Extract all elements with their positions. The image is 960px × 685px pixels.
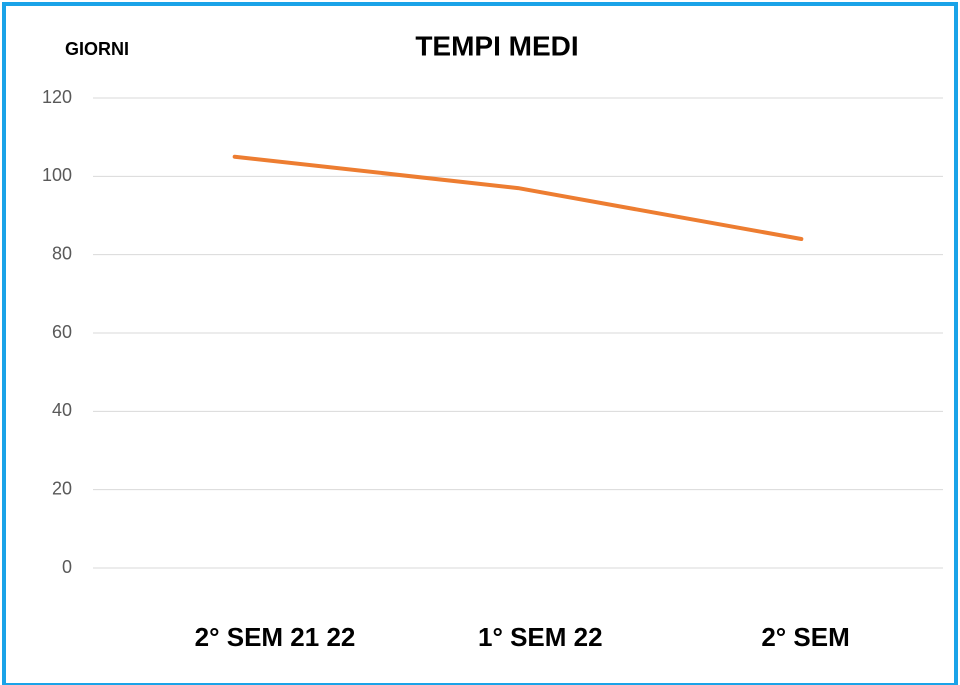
y-tick-label: 20 bbox=[52, 478, 72, 498]
y-tick-label: 0 bbox=[62, 557, 72, 577]
y-tick-label: 100 bbox=[42, 165, 72, 185]
y-tick-label: 80 bbox=[52, 243, 72, 263]
chart-title: TEMPI MEDI bbox=[415, 30, 578, 61]
y-tick-label: 40 bbox=[52, 400, 72, 420]
x-tick-label: 1° SEM 22 bbox=[478, 622, 603, 652]
y-tick-label: 60 bbox=[52, 322, 72, 342]
x-tick-label: 2° SEM bbox=[761, 622, 850, 652]
x-tick-label: 2° SEM 21 22 bbox=[194, 622, 356, 652]
line bbox=[232, 154, 804, 241]
y-tick-label: 120 bbox=[42, 87, 72, 107]
y-axis-label: GIORNI bbox=[65, 39, 129, 59]
